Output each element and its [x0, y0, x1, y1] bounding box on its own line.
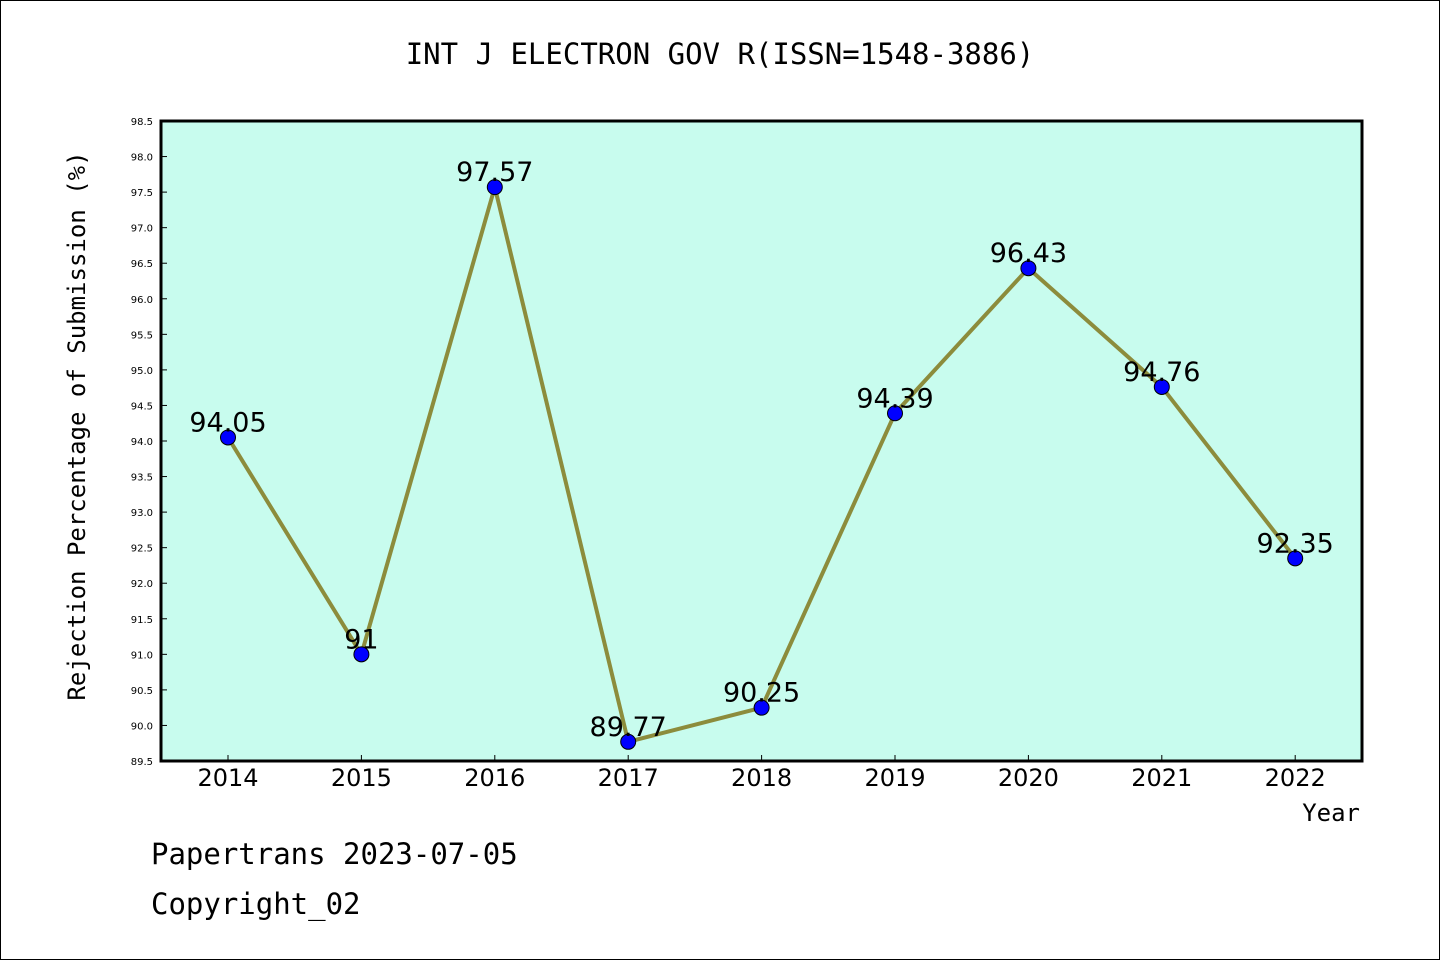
data-labels: 94.05 91 97.57 89.77 90.25 94.39 96.43 94.76 92.… [189, 157, 1333, 743]
x-tick-label: 2019 [864, 764, 925, 792]
data-label: 91 [344, 624, 378, 655]
y-tick-label: 91.5 [131, 615, 153, 626]
y-tick-label: 93.5 [131, 473, 153, 484]
y-tick-label: 94.5 [131, 401, 153, 412]
y-tick-label: 91.0 [131, 650, 153, 661]
data-point [887, 405, 903, 422]
x-axis-ticks: 2014 2015 2016 2017 2018 2019 2020 2021 2022 [197, 755, 1326, 792]
data-point [1020, 260, 1037, 277]
plot-area [161, 121, 1362, 761]
data-point [220, 429, 236, 446]
y-tick-label: 98.5 [131, 117, 153, 128]
data-label: 94.05 [189, 407, 266, 438]
y-tick-label: 89.5 [131, 757, 153, 768]
data-label: 94.39 [856, 383, 933, 414]
y-tick-label: 97.5 [131, 188, 153, 199]
series-markers [220, 179, 1304, 750]
y-tick-label: 92.5 [131, 544, 153, 555]
y-tick-label: 94.0 [131, 437, 153, 448]
y-tick-label: 90.0 [131, 721, 153, 732]
chart-title: INT J ELECTRON GOV R(ISSN=1548-3886) [405, 37, 1035, 71]
y-tick-label: 95.0 [131, 366, 153, 377]
x-tick-label: 2021 [1131, 764, 1192, 792]
data-label: 96.43 [990, 238, 1067, 269]
data-label: 97.57 [456, 157, 533, 188]
footer-date: Papertrans 2023-07-05 [151, 837, 518, 871]
y-tick-label: 96.5 [131, 259, 153, 270]
x-tick-label: 2016 [464, 764, 525, 792]
data-label: 89.77 [590, 712, 667, 743]
y-tick-label: 92.0 [131, 579, 153, 590]
data-label: 92.35 [1257, 528, 1334, 559]
x-tick-label: 2017 [598, 764, 659, 792]
data-point [486, 179, 503, 196]
x-tick-label: 2020 [998, 764, 1059, 792]
data-point [1287, 550, 1304, 567]
y-tick-label: 96.0 [131, 295, 153, 306]
x-tick-label: 2022 [1265, 764, 1326, 792]
y-tick-label: 98.0 [131, 153, 153, 164]
data-point [620, 733, 637, 750]
y-tick-label: 95.5 [131, 330, 153, 341]
data-point [353, 646, 370, 663]
footer-copyright: Copyright_02 [151, 887, 361, 921]
data-label: 94.76 [1123, 357, 1200, 388]
data-label: 90.25 [723, 678, 800, 709]
plot-frame [159, 119, 1364, 763]
x-tick-label: 2014 [197, 764, 258, 792]
y-tick-label: 97.0 [131, 224, 153, 235]
data-point [753, 699, 770, 716]
x-axis-label: Year [1302, 799, 1360, 827]
y-tick-label: 93.0 [131, 508, 153, 519]
y-axis-ticks: 89.5 90.0 90.5 91.0 91.5 92.0 92.5 93.0 93.5 94.0… [131, 117, 167, 768]
y-tick-label: 90.5 [131, 686, 153, 697]
x-tick-label: 2018 [731, 764, 792, 792]
data-point [1153, 378, 1170, 395]
x-tick-label: 2015 [331, 764, 392, 792]
y-axis-label: Rejection Percentage of Submission (%) [63, 151, 91, 700]
